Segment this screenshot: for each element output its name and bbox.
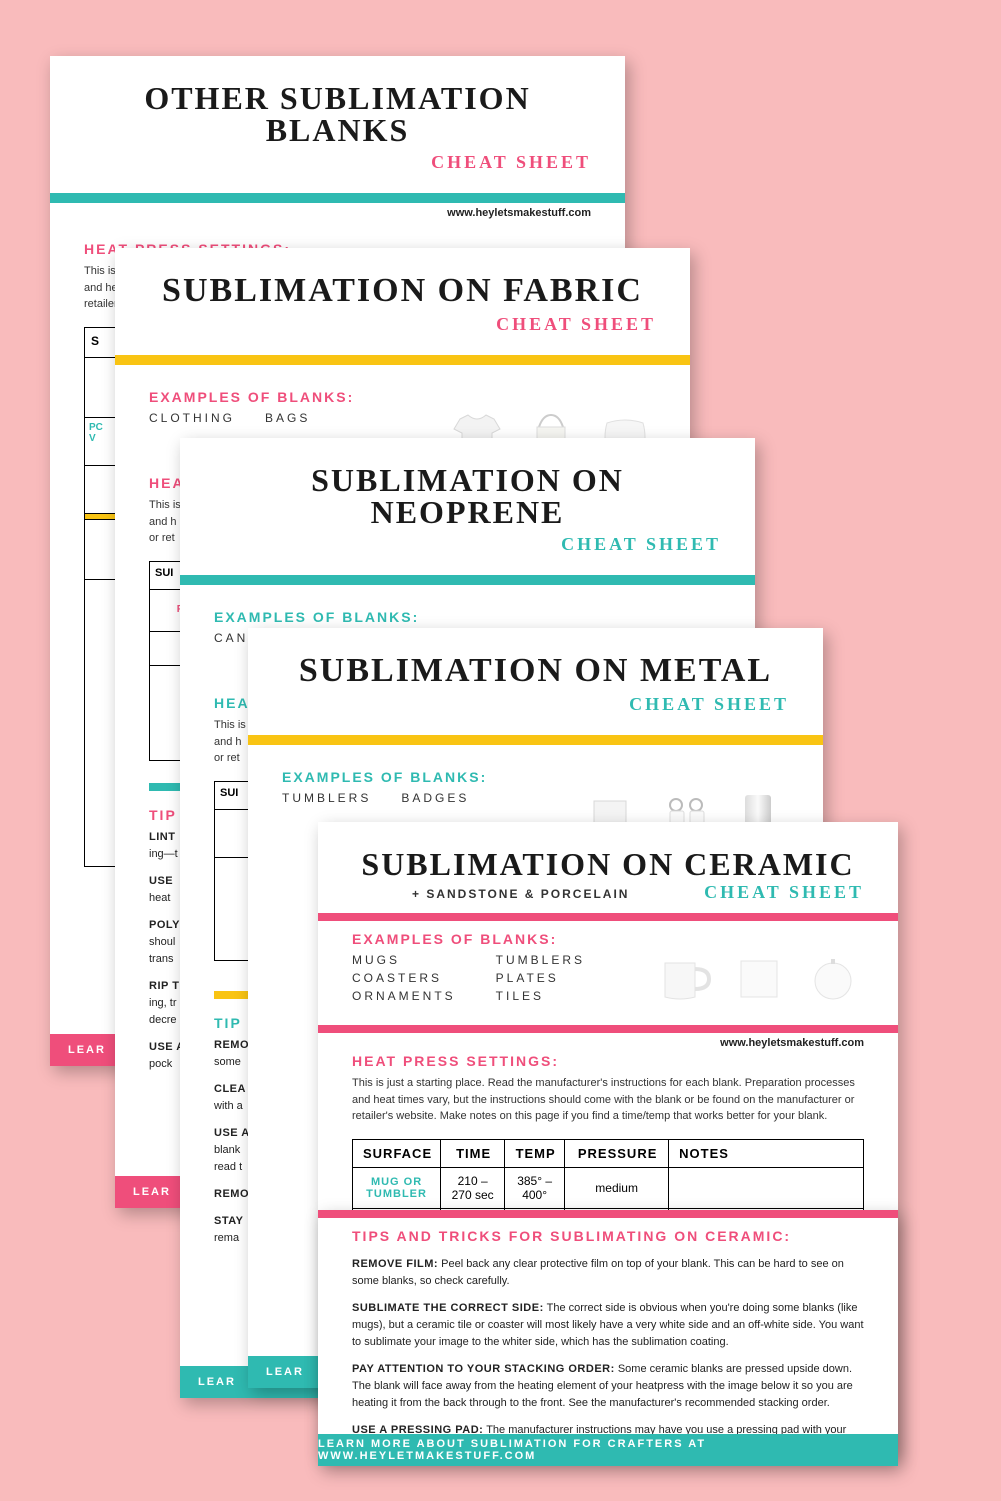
tip: PAY ATTENTION TO YOUR STACKING ORDER: So… — [352, 1361, 864, 1412]
title-ceramic: SUBLIMATION ON CERAMIC — [352, 848, 864, 880]
mug-icon — [654, 953, 716, 1005]
tip: SUBLIMATE THE CORRECT SIDE: The correct … — [352, 1300, 864, 1351]
blank-item: TILES — [496, 989, 585, 1003]
rule-fabric — [115, 355, 690, 365]
rule-metal — [248, 735, 823, 745]
card-ceramic-lower: TIPS AND TRICKS FOR SUBLIMATING ON CERAM… — [318, 1210, 898, 1466]
subtitle-ceramic: CHEAT SHEET — [704, 882, 864, 903]
col-time: TIME — [441, 1139, 505, 1167]
ex-h-neo: EXAMPLES OF BLANKS: — [214, 609, 721, 625]
title-metal: SUBLIMATION ON METAL — [282, 654, 789, 688]
tips-h-ceramic: TIPS AND TRICKS FOR SUBLIMATING ON CERAM… — [352, 1228, 864, 1244]
table-row: MUG ORTUMBLER210 –270 sec385° –400°mediu… — [353, 1167, 864, 1208]
rule-ceramic-top — [318, 913, 898, 921]
ex-h-ceramic: EXAMPLES OF BLANKS: — [352, 931, 864, 947]
col-notes: NOTES — [669, 1139, 864, 1167]
title-neoprene: SUBLIMATION ON NEOPRENE — [214, 464, 721, 528]
blank-item: PLATES — [496, 971, 585, 985]
blank-item: BADGES — [401, 791, 469, 805]
footer-ceramic: LEARN MORE ABOUT SUBLIMATION FOR CRAFTER… — [318, 1434, 898, 1466]
stage: OTHER SUBLIMATION BLANKS CHEAT SHEET www… — [0, 0, 1001, 1501]
col-temp: TEMP — [505, 1139, 565, 1167]
title-fabric: SUBLIMATION ON FABRIC — [149, 274, 656, 308]
subtitle-fabric: CHEAT SHEET — [149, 314, 656, 335]
blank-item: TUMBLERS — [282, 791, 371, 805]
blanks-ceramic: MUGS COASTERS ORNAMENTS TUMBLERS PLATES … — [352, 953, 864, 1005]
subtitle-other: CHEAT SHEET — [84, 152, 591, 173]
rule-ceramic-mid — [318, 1025, 898, 1033]
blank-item: BAGS — [265, 411, 310, 425]
ex-h-metal: EXAMPLES OF BLANKS: — [282, 769, 789, 785]
col-pressure: PRESSURE — [565, 1139, 669, 1167]
super-ceramic: + SANDSTONE & PORCELAIN — [352, 887, 704, 901]
url-other: www.heyletsmakestuff.com — [50, 203, 625, 223]
col-surface: SURFACE — [353, 1139, 441, 1167]
title-other: OTHER SUBLIMATION BLANKS — [84, 82, 591, 146]
rule-neoprene — [180, 575, 755, 585]
blank-item: MUGS — [352, 953, 456, 967]
rule-ceramic-bot — [318, 1210, 898, 1218]
subtitle-metal: CHEAT SHEET — [282, 694, 789, 715]
ex-h-fabric: EXAMPLES OF BLANKS: — [149, 389, 656, 405]
blank-item: COASTERS — [352, 971, 456, 985]
blank-item: CLOTHING — [149, 411, 235, 425]
blank-item: TUMBLERS — [496, 953, 585, 967]
ornament-icon — [802, 953, 864, 1005]
blank-item: ORNAMENTS — [352, 989, 456, 1003]
tip: REMOVE FILM: Peel back any clear protect… — [352, 1256, 864, 1290]
tile-icon — [728, 953, 790, 1005]
rule-other — [50, 193, 625, 203]
disclaimer-ceramic: This is just a starting place. Read the … — [352, 1075, 864, 1125]
url-ceramic: www.heyletsmakestuff.com — [318, 1033, 898, 1053]
subtitle-neoprene: CHEAT SHEET — [214, 534, 721, 555]
heat-h-ceramic: HEAT PRESS SETTINGS: — [352, 1053, 864, 1069]
